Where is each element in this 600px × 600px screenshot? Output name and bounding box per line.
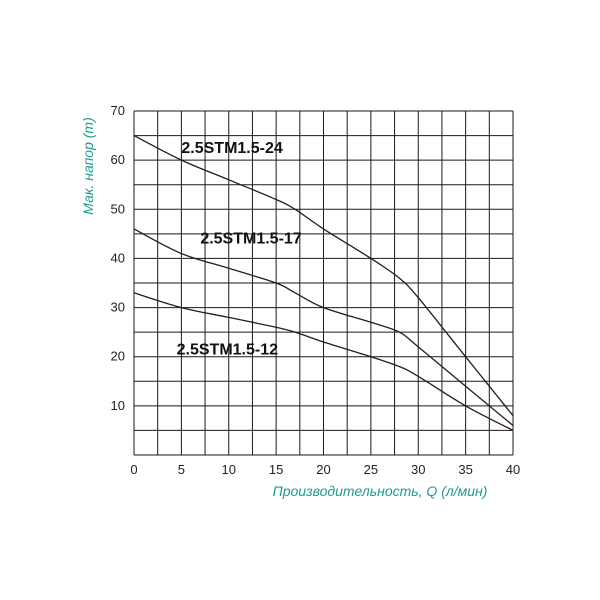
grid bbox=[133, 110, 514, 456]
x-tick-label: 40 bbox=[506, 462, 520, 477]
series-labels: 2.5STM1.5-24 2.5STM1.5-17 2.5STM1.5-12 bbox=[177, 140, 302, 358]
y-tick-label: 70 bbox=[111, 103, 125, 118]
x-tick-labels: 0 5 10 15 20 25 30 35 40 bbox=[130, 462, 520, 477]
x-tick-label: 25 bbox=[364, 462, 378, 477]
curves bbox=[133, 135, 514, 431]
y-tick-labels: 10 20 30 40 50 60 70 bbox=[111, 103, 125, 413]
y-tick-label: 40 bbox=[111, 250, 125, 265]
x-tick-label: 5 bbox=[178, 462, 185, 477]
series-line bbox=[133, 292, 514, 431]
y-tick-label: 10 bbox=[111, 398, 125, 413]
x-tick-label: 30 bbox=[411, 462, 425, 477]
x-tick-label: 15 bbox=[269, 462, 283, 477]
y-tick-label: 20 bbox=[111, 349, 125, 364]
series-line bbox=[133, 135, 514, 417]
series-line bbox=[133, 228, 514, 427]
series-label: 2.5STM1.5-12 bbox=[177, 341, 278, 358]
x-tick-label: 0 bbox=[130, 462, 137, 477]
y-axis-label: Мак. напор (m) bbox=[80, 117, 96, 214]
y-tick-label: 50 bbox=[111, 201, 125, 216]
x-tick-label: 10 bbox=[222, 462, 236, 477]
x-axis-label: Производительность, Q (л/мин) bbox=[273, 483, 488, 499]
series-label: 2.5STM1.5-24 bbox=[181, 140, 282, 157]
y-tick-label: 30 bbox=[111, 300, 125, 315]
x-tick-label: 20 bbox=[316, 462, 330, 477]
y-tick-label: 60 bbox=[111, 152, 125, 167]
x-tick-label: 35 bbox=[458, 462, 472, 477]
series-label: 2.5STM1.5-17 bbox=[200, 231, 301, 248]
